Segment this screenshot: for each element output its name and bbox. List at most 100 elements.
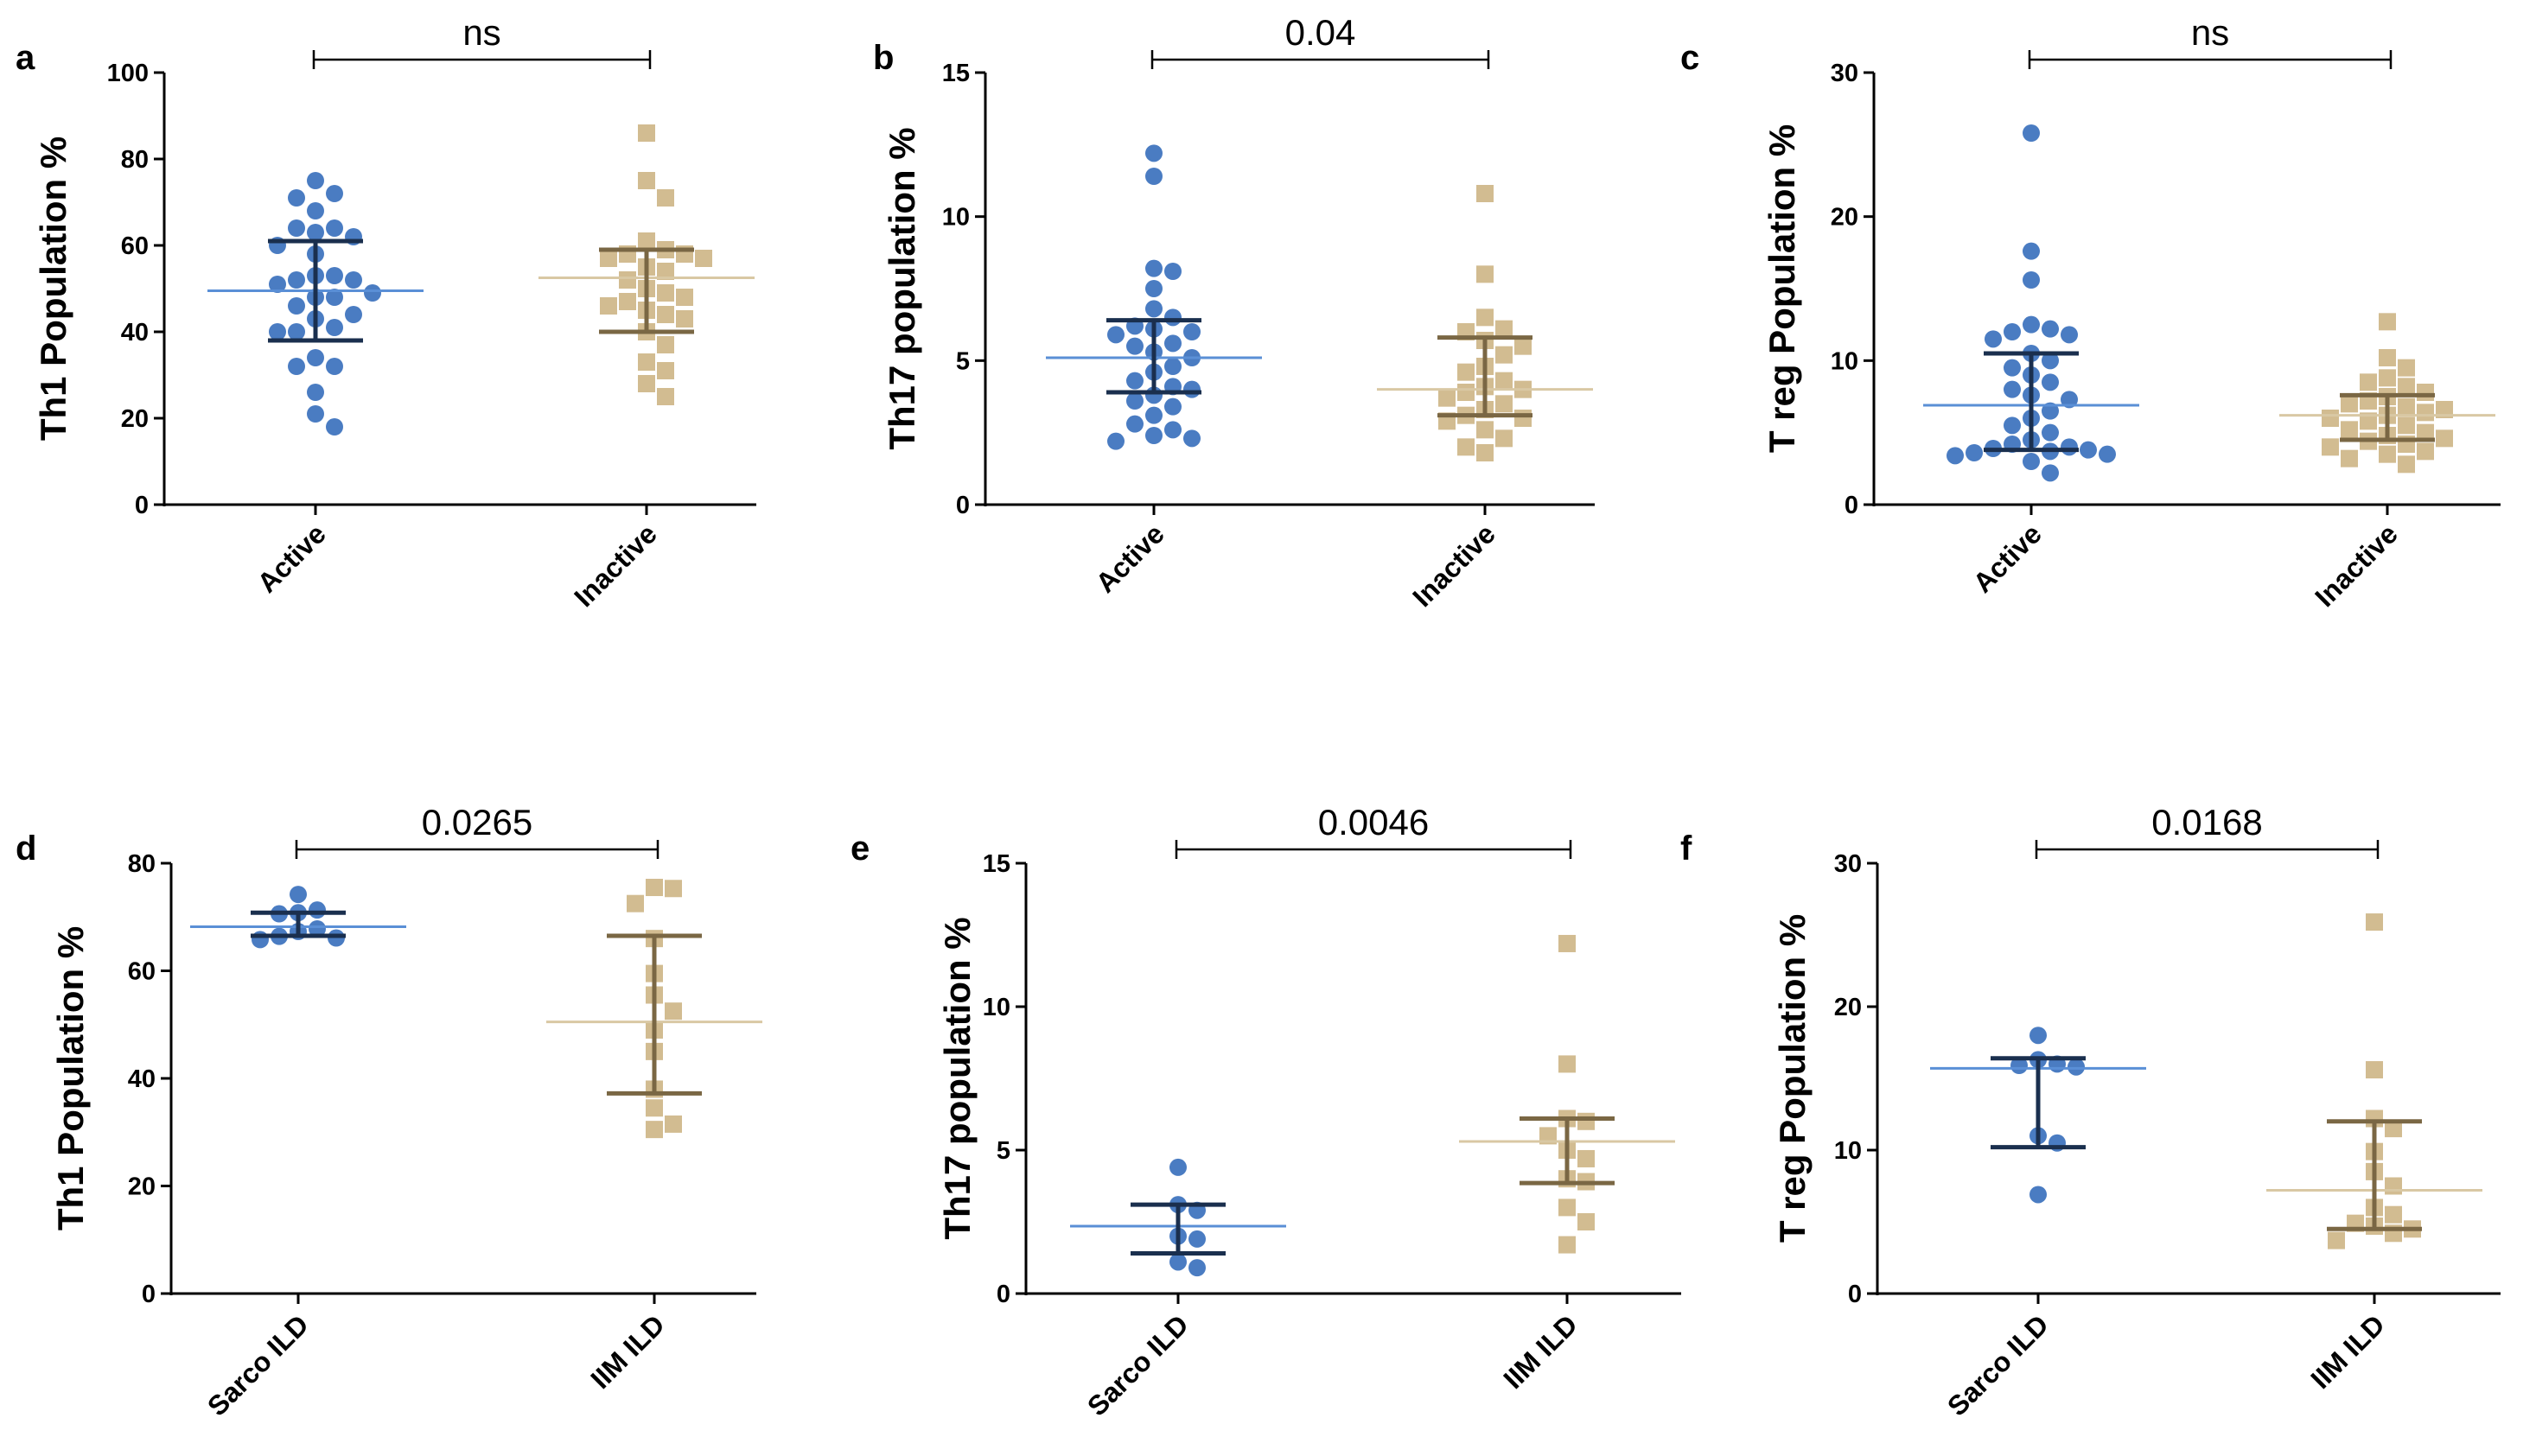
data-point (1476, 421, 1494, 439)
y-tick-label: 15 (942, 60, 970, 87)
data-point (1495, 395, 1513, 413)
data-point (619, 293, 636, 310)
data-point (269, 323, 286, 340)
data-point (269, 276, 286, 293)
data-point (1164, 358, 1182, 375)
data-point (1577, 1112, 1595, 1130)
y-tick-label: 0 (1848, 1281, 1862, 1308)
data-point (2023, 242, 2040, 260)
significance-label: 0.0265 (422, 802, 532, 842)
data-point (1495, 320, 1513, 338)
data-point (1476, 265, 1494, 283)
data-point (1558, 1236, 1576, 1254)
data-point (2379, 313, 2396, 331)
data-point (1188, 1230, 1206, 1248)
y-tick-label: 0 (1845, 492, 1858, 519)
data-point (1495, 346, 1513, 364)
data-point (638, 353, 655, 371)
data-point (2042, 423, 2059, 442)
data-point (676, 289, 693, 306)
panel-letter: d (16, 830, 36, 868)
data-point (1947, 447, 1964, 465)
data-point (1183, 323, 1201, 340)
x-category-label: Sarco ILD (1941, 1308, 2055, 1421)
data-point (1107, 326, 1125, 344)
y-axis-title: T reg Population % (1772, 914, 1813, 1243)
data-point (2061, 438, 2078, 456)
data-point (1164, 334, 1182, 353)
x-category-label: IIM ILD (2304, 1308, 2391, 1395)
data-point (309, 919, 326, 938)
data-point (1145, 280, 1163, 297)
data-point (1514, 337, 1532, 355)
data-point (2061, 391, 2078, 409)
data-point (1126, 337, 1144, 355)
data-point (1169, 1158, 1187, 1176)
data-point (1145, 259, 1163, 277)
y-tick-label: 40 (128, 1065, 156, 1093)
data-point (657, 306, 674, 323)
data-point (2417, 442, 2434, 461)
data-point (2004, 359, 2021, 377)
y-tick-label: 0 (997, 1281, 1010, 1308)
data-point (307, 202, 324, 219)
y-tick-label: 60 (128, 958, 156, 986)
panel-d: d Th1 Population % 0 20 40 60 80 Sarco ILD IIM I… (16, 802, 762, 1422)
data-point (1169, 1253, 1187, 1271)
data-point (288, 297, 305, 315)
data-point (2360, 373, 2377, 391)
y-tick-label: 100 (107, 60, 149, 87)
y-axis-title: Th17 population % (937, 917, 978, 1239)
data-point (2029, 1186, 2047, 1204)
data-point (2042, 352, 2059, 370)
panel-f: f T reg Population % 0 10 20 30 Sarco ILD IIM I… (1680, 802, 2501, 1422)
data-point (2379, 369, 2396, 387)
x-category-label: Sarco ILD (201, 1308, 315, 1421)
data-point (2023, 271, 2040, 289)
x-category-label: IIM ILD (584, 1308, 671, 1395)
significance-label: ns (2191, 12, 2229, 53)
significance-label: ns (462, 12, 500, 53)
y-tick-label: 30 (1834, 850, 1862, 878)
data-point (2398, 359, 2415, 377)
y-tick-label: 10 (942, 204, 970, 232)
data-point (2398, 455, 2415, 474)
data-point (1164, 263, 1182, 280)
data-point (1558, 1198, 1576, 1217)
data-point (2436, 429, 2453, 448)
data-point (1188, 1259, 1206, 1277)
panel-letter: c (1680, 39, 1699, 77)
data-point (657, 284, 674, 302)
data-point (2042, 373, 2059, 391)
y-axis-title: T reg Population % (1762, 124, 1802, 453)
data-point (2328, 1231, 2345, 1249)
data-point (364, 284, 381, 302)
data-point (638, 375, 655, 392)
data-point (307, 172, 324, 189)
x-category-label: IIM ILD (1497, 1308, 1583, 1395)
data-point (695, 250, 712, 267)
data-point (1457, 363, 1475, 381)
x-category-label: Inactive (1406, 518, 1501, 613)
x-category-label: Inactive (568, 518, 663, 613)
data-point (2029, 1027, 2047, 1045)
data-point (2366, 1061, 2383, 1079)
data-point (665, 1002, 682, 1020)
data-point (326, 358, 343, 375)
y-tick-label: 60 (121, 232, 149, 260)
y-tick-label: 0 (956, 492, 970, 519)
y-tick-label: 10 (983, 994, 1010, 1021)
panel-letter: a (16, 39, 35, 77)
data-point (1183, 429, 1201, 448)
data-point (1164, 421, 1182, 439)
data-point (307, 349, 324, 366)
data-point (646, 879, 663, 897)
data-point (657, 388, 674, 405)
y-tick-label: 20 (121, 405, 149, 433)
data-point (2385, 1177, 2402, 1195)
data-point (252, 931, 269, 949)
data-point (638, 232, 655, 250)
significance-label: 0.04 (1285, 12, 1356, 53)
data-point (2417, 404, 2434, 422)
